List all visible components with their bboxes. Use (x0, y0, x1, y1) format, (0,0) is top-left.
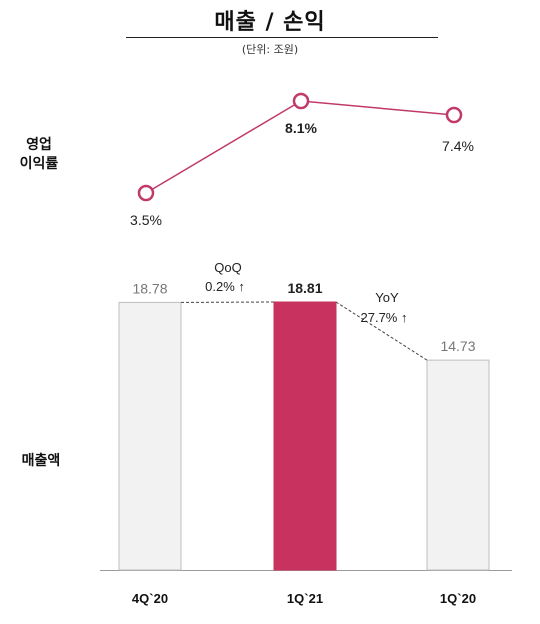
yoy-connector (335, 301, 428, 361)
margin-axis-label: 영업 이익률 (14, 136, 64, 174)
connectors-layer (180, 301, 428, 361)
bar-value-label: 18.78 (132, 280, 167, 296)
bar-value-label: 18.81 (287, 280, 322, 296)
qoq-value: 0.2% ↑ (205, 279, 245, 294)
margin-line-layer (137, 92, 463, 202)
bars-layer (100, 301, 512, 571)
bar-1q20 (426, 359, 490, 571)
margin-marker (292, 92, 310, 110)
bar-1q21 (273, 301, 337, 571)
margin-value-label: 7.4% (442, 138, 474, 154)
bar-value-label: 14.73 (440, 338, 475, 354)
x-tick-label: 4Q`20 (132, 591, 168, 606)
revenue-axis-label: 매출액 (21, 453, 61, 469)
margin-marker (137, 184, 155, 202)
unit-label: (단위: 조원) (241, 43, 299, 56)
yoy-label: YoY (375, 290, 399, 305)
margin-marker (445, 106, 463, 124)
margin-line (145, 100, 455, 194)
title-underline (126, 37, 438, 38)
yoy-value: 27.7% ↑ (361, 310, 408, 325)
margin-value-label: 3.5% (130, 212, 162, 228)
labels-layer: 18.78 4Q`20 18.81 1Q`21 14.73 1Q`20 QoQ 0.2% ↑ Y… (130, 120, 476, 606)
x-tick-label: 1Q`20 (440, 591, 476, 606)
margin-axis-label-line1: 영업 (26, 137, 52, 153)
margin-axis-label-line2: 이익률 (19, 156, 59, 172)
margin-value-label: 8.1% (285, 120, 317, 136)
bar-4q20 (118, 301, 182, 571)
chart-title: 매출 / 손익 (214, 10, 326, 35)
x-tick-label: 1Q`21 (287, 591, 323, 606)
qoq-label: QoQ (214, 260, 241, 275)
